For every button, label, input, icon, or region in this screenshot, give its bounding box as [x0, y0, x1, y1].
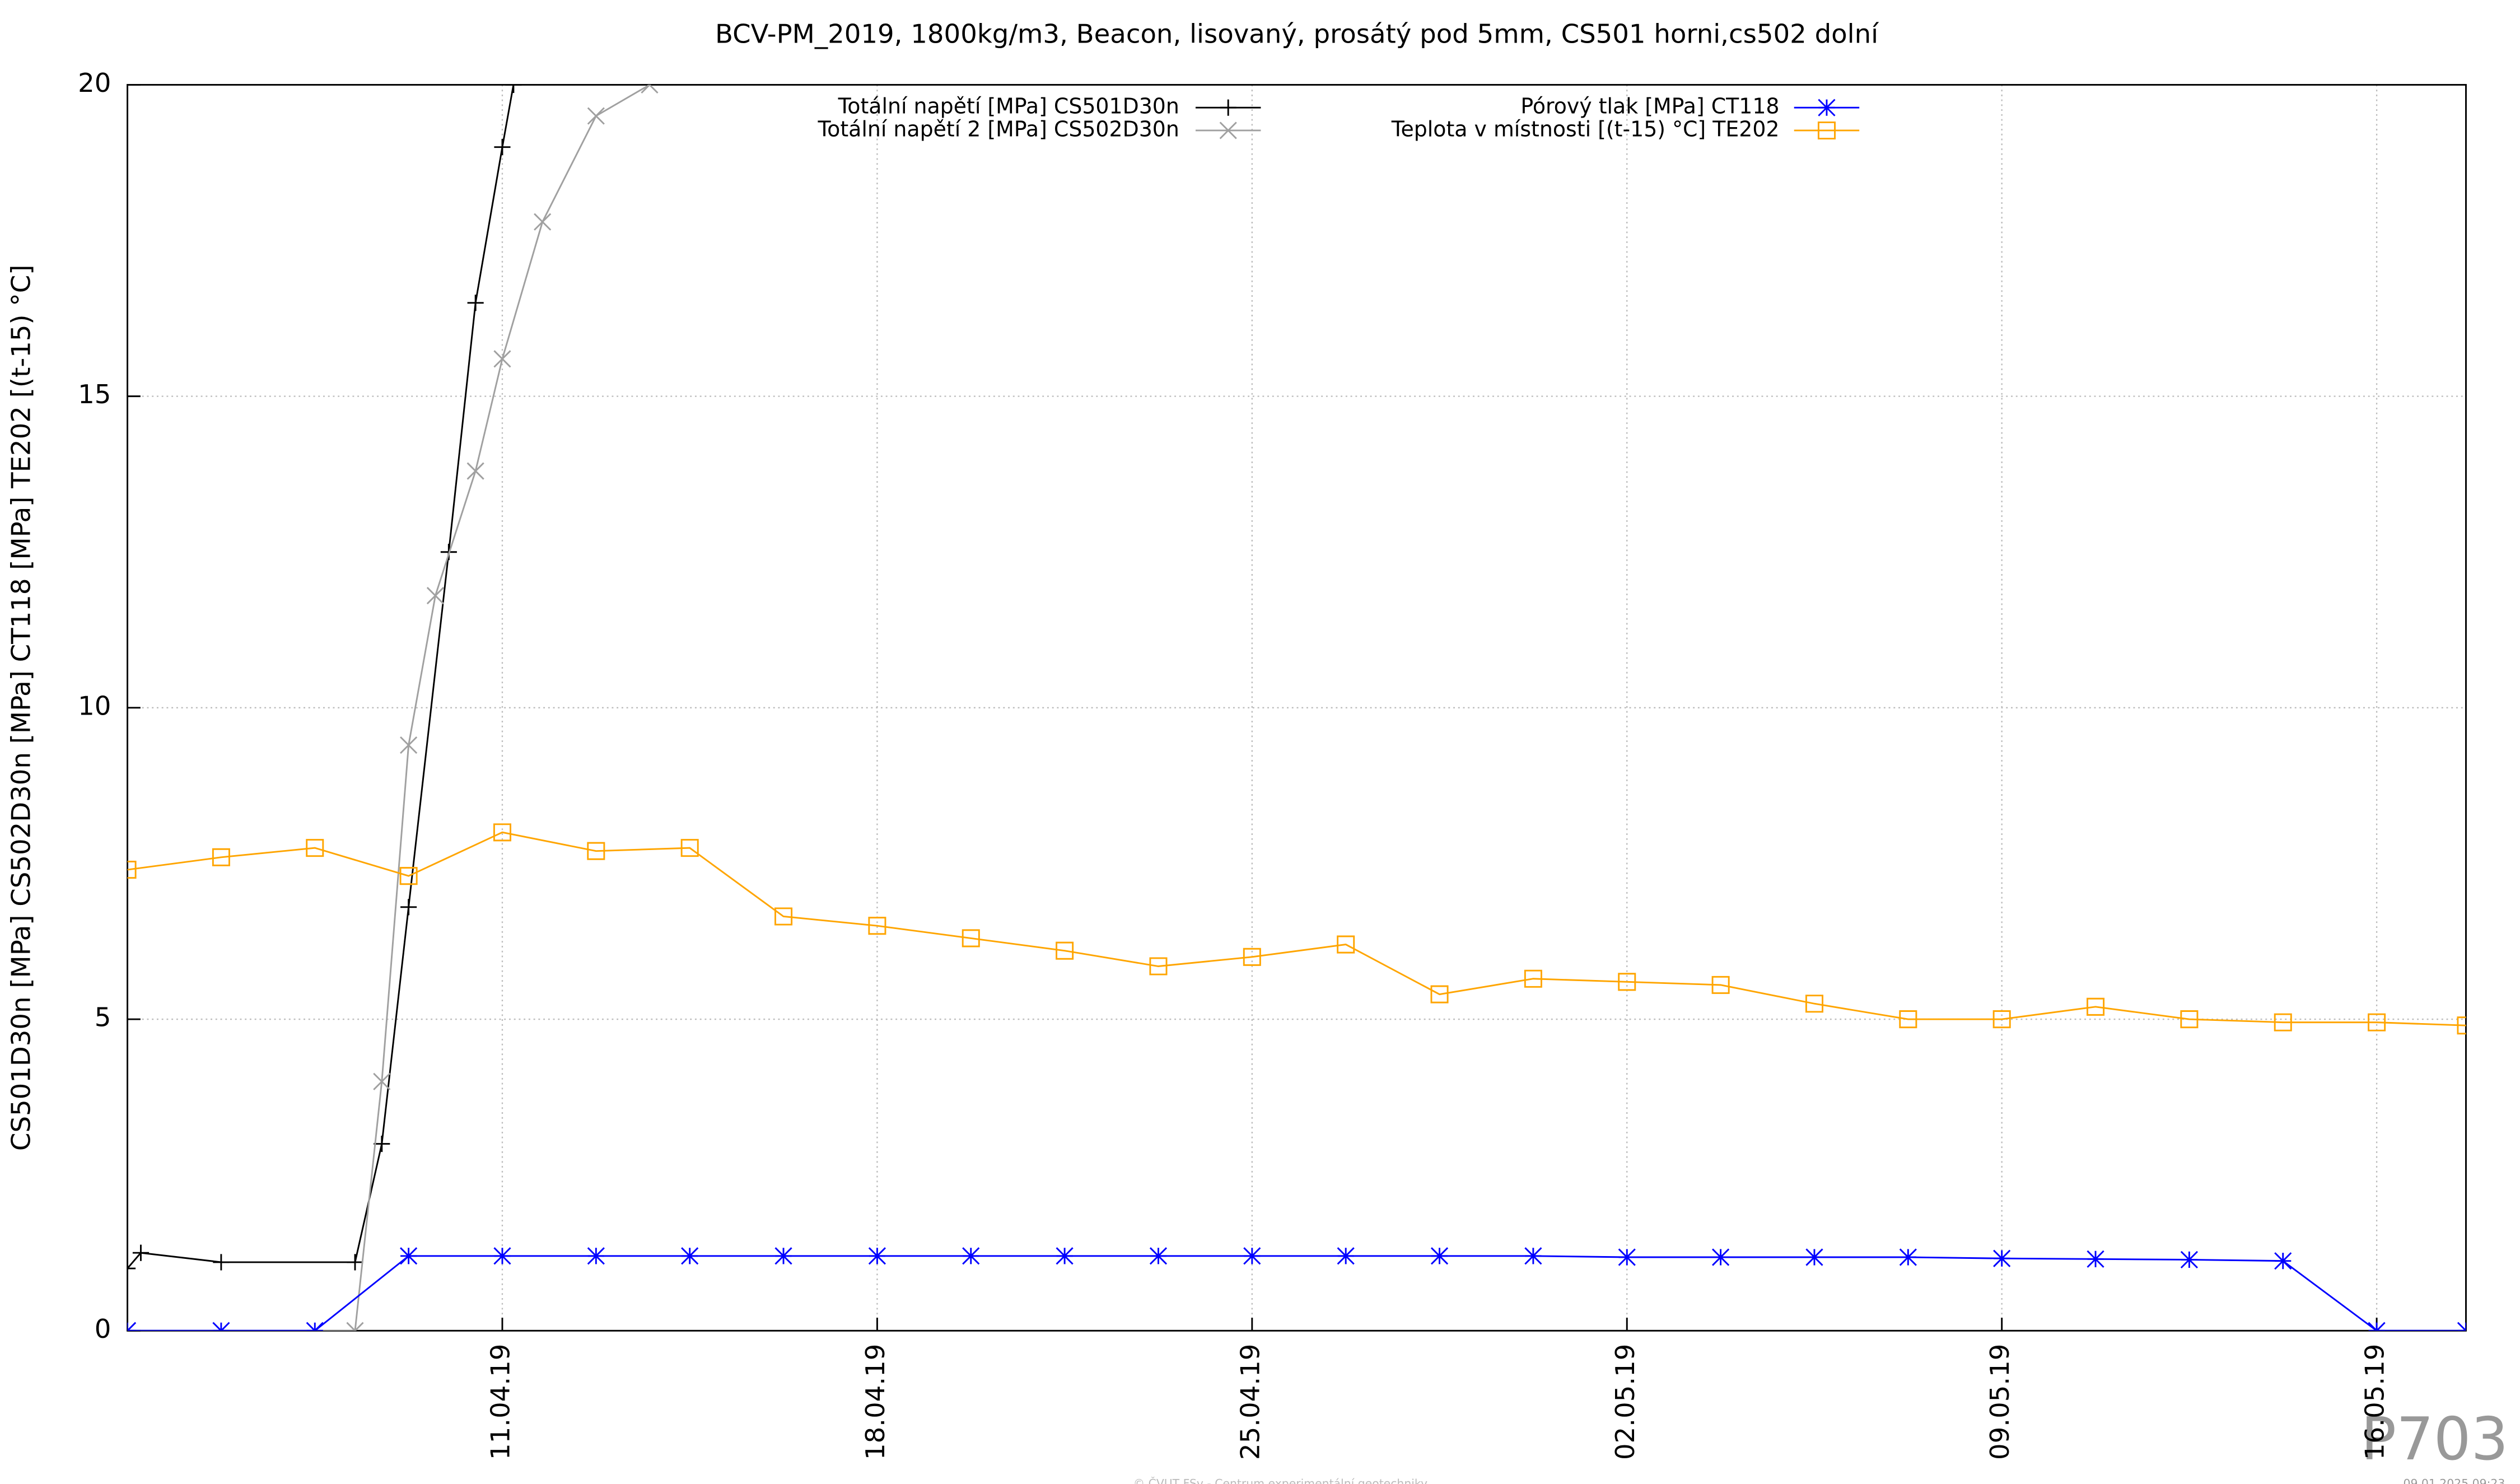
marker [587, 107, 605, 125]
x-tick-label: 16.05.19 [2360, 1344, 2390, 1460]
marker [2180, 1010, 2199, 1029]
marker [1430, 985, 1449, 1004]
series-line [127, 831, 2466, 1026]
y-tick-label: 5 [95, 1002, 111, 1033]
marker [2087, 1250, 2104, 1268]
marker [127, 861, 137, 879]
marker [962, 1247, 980, 1265]
marker [774, 907, 793, 926]
marker [1524, 1247, 1542, 1265]
marker [1992, 1010, 2011, 1029]
marker [373, 1072, 391, 1090]
marker [2087, 997, 2105, 1016]
marker [1817, 121, 1836, 139]
marker [505, 85, 522, 93]
chart-title: BCV-PM_2019, 1800kg/m3, Beacon, lisovaný… [715, 19, 1879, 49]
marker [1618, 1248, 1636, 1266]
footer: © ČVUT FSv - Centrum experimentální geot… [1133, 1476, 1427, 1484]
marker [306, 839, 324, 857]
y-axis-label: CS501D30n [MPa] CS502D30n [MPa] CT118 [M… [6, 265, 36, 1151]
marker [466, 462, 484, 480]
marker [400, 1247, 418, 1265]
marker [868, 1247, 886, 1265]
x-tick-label: 02.05.19 [1610, 1344, 1640, 1460]
marker [347, 1254, 363, 1271]
marker [1220, 99, 1236, 116]
marker [399, 867, 418, 885]
marker [1899, 1248, 1917, 1266]
marker [2368, 1013, 2386, 1032]
marker [1899, 1010, 1917, 1029]
series-line [127, 85, 650, 1331]
marker [1056, 941, 1074, 960]
marker [346, 1322, 364, 1331]
marker [132, 1244, 150, 1261]
legend-label: Teplota v místnosti [(t-15) °C] TE202 [1391, 116, 1780, 141]
marker [1711, 976, 1730, 994]
marker [1430, 1247, 1449, 1265]
y-tick-label: 10 [78, 690, 111, 721]
x-tick-label: 25.04.19 [1235, 1344, 1265, 1460]
marker [1219, 122, 1237, 139]
marker [1056, 1247, 1074, 1265]
series-line [127, 85, 515, 1269]
legend-label: Totální napětí 2 [MPa] CS502D30n [817, 116, 1179, 141]
marker [1149, 957, 1168, 976]
marker [1243, 948, 1261, 966]
marker [2274, 1252, 2292, 1270]
marker [400, 736, 418, 754]
series-line [127, 1255, 2466, 1331]
marker [1524, 969, 1542, 988]
marker [868, 917, 886, 935]
marker [1805, 995, 1823, 1013]
marker [962, 929, 980, 948]
plot-frame [127, 83, 2467, 1332]
y-tick-label: 20 [78, 68, 111, 98]
x-tick-label: 09.05.19 [1985, 1344, 2015, 1460]
marker [1337, 1247, 1355, 1265]
marker [680, 839, 699, 857]
marker [534, 213, 552, 231]
marker [1993, 1249, 2011, 1267]
marker [494, 139, 511, 156]
marker [1618, 973, 1636, 991]
marker [2180, 1250, 2198, 1269]
marker [400, 899, 417, 916]
marker [493, 350, 511, 368]
marker [2457, 1016, 2466, 1035]
marker [426, 587, 445, 605]
marker [127, 1260, 136, 1277]
watermark: P703 [2361, 1405, 2508, 1473]
marker [1712, 1248, 1730, 1266]
marker [681, 1247, 699, 1265]
marker [493, 823, 511, 842]
marker [641, 85, 659, 94]
marker [2274, 1013, 2292, 1032]
marker [1149, 1247, 1168, 1265]
marker [1805, 1248, 1823, 1266]
timestamp: 09.01.2025 09:23 [2404, 1477, 2505, 1484]
marker [1243, 1247, 1261, 1265]
x-tick-label: 11.04.19 [485, 1344, 515, 1460]
marker [374, 1135, 390, 1152]
marker [774, 1247, 792, 1265]
marker [493, 1247, 511, 1265]
y-tick-label: 15 [78, 379, 111, 409]
marker [587, 842, 605, 860]
legend-label: Totální napětí [MPa] CS501D30n [838, 94, 1179, 119]
plot-area [127, 85, 2466, 1331]
marker [1337, 935, 1355, 954]
marker [213, 1254, 230, 1271]
marker [467, 295, 484, 311]
legend-label: Pórový tlak [MPa] CT118 [1520, 94, 1779, 119]
marker [212, 848, 230, 866]
x-tick-label: 18.04.19 [860, 1344, 890, 1460]
marker [1818, 99, 1836, 116]
marker [587, 1247, 605, 1265]
y-tick-label: 0 [95, 1314, 111, 1344]
